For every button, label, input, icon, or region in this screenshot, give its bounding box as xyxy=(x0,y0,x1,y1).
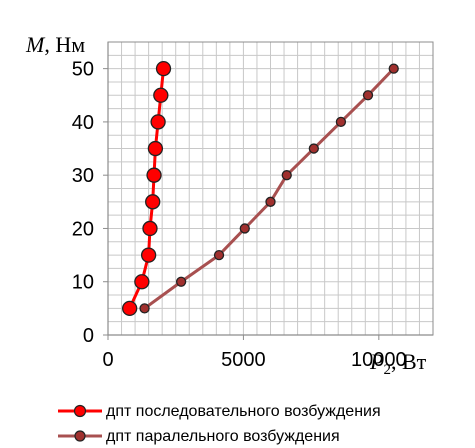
axes xyxy=(103,41,434,340)
series-1-point xyxy=(140,247,157,263)
y-tick-label: 50 xyxy=(72,59,94,81)
x-axis-label-sub: 2 xyxy=(383,362,391,378)
series-1 xyxy=(122,60,172,317)
series-1-point xyxy=(150,114,166,130)
series-2-point xyxy=(175,276,187,287)
series-layer xyxy=(122,60,399,317)
series-2-point xyxy=(388,63,399,74)
series-1-point xyxy=(147,140,164,157)
series-2-point xyxy=(308,143,319,154)
legend-label-series-1: дпт последовательного возбуждения xyxy=(106,403,381,420)
series-2-point xyxy=(239,223,250,234)
legend-label-series-2: дпт паралельного возбуждения xyxy=(106,428,340,445)
y-axis-label-main: M xyxy=(25,32,46,57)
series-1-point xyxy=(134,274,150,290)
series-1-point xyxy=(155,60,172,77)
series-2-point xyxy=(265,196,276,207)
x-tick-label: 10000 xyxy=(351,349,407,371)
series-1-point xyxy=(153,87,169,103)
y-tick-label: 10 xyxy=(72,272,94,294)
series-2-point xyxy=(213,249,225,261)
x-axis-label-unit: , Вт xyxy=(391,349,427,374)
x-axis-label: P2, Вт xyxy=(369,349,427,378)
legend-marker-series-1 xyxy=(73,404,87,418)
y-tick-label: 0 xyxy=(83,325,94,347)
y-axis-label-unit: , Нм xyxy=(44,32,85,57)
series-2-line xyxy=(143,67,395,310)
y-tick-label: 20 xyxy=(72,218,94,240)
series-1-point xyxy=(142,220,158,237)
x-axis-label-main: P xyxy=(369,349,383,374)
series-2 xyxy=(139,63,399,314)
legend: дпт последовательного возбуждения дпт па… xyxy=(58,403,381,445)
series-2-point xyxy=(281,170,292,181)
legend-marker-series-2 xyxy=(74,430,86,442)
y-axis-label: M, Нм xyxy=(25,32,85,57)
x-tick-label: 5000 xyxy=(221,349,266,371)
legend-item-series-1: дпт последовательного возбуждения xyxy=(58,403,381,420)
series-1-point xyxy=(122,300,138,317)
series-2-point xyxy=(335,116,347,128)
series-1-line xyxy=(128,68,166,309)
series-1-point xyxy=(145,194,161,210)
y-tick-label: 30 xyxy=(72,165,94,187)
series-1-point xyxy=(146,167,162,183)
x-tick-label: 0 xyxy=(102,349,113,371)
y-tick-label: 40 xyxy=(72,112,94,134)
series-2-point xyxy=(362,90,374,101)
grid xyxy=(107,41,434,336)
series-2-point xyxy=(139,303,150,314)
legend-item-series-2: дпт паралельного возбуждения xyxy=(58,428,340,445)
tick-labels: 0 10 20 30 40 50 0 5000 10000 xyxy=(72,59,407,371)
